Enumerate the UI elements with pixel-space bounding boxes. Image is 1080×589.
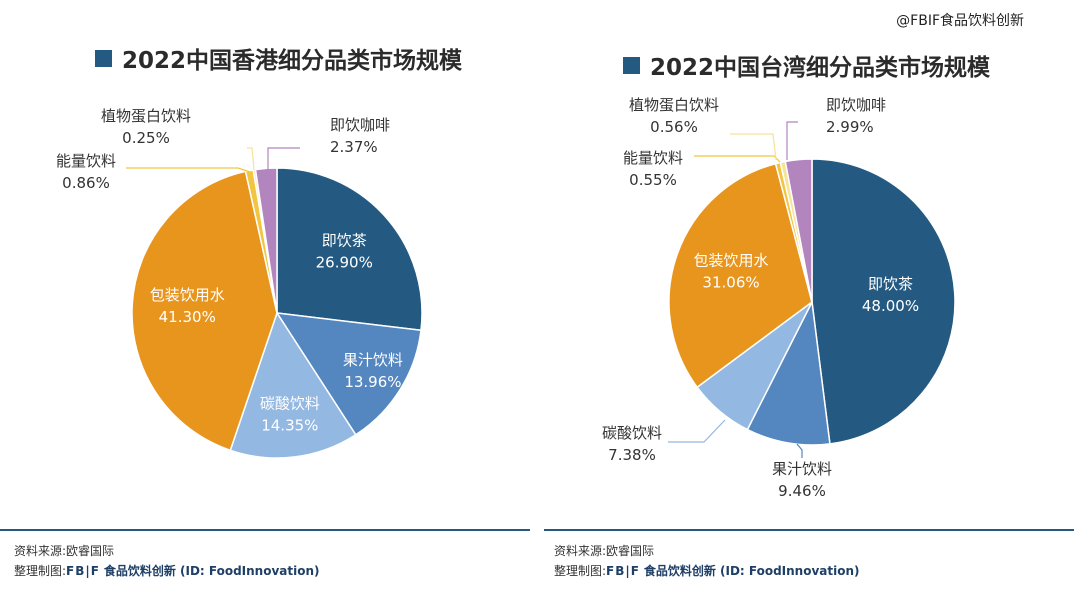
footer: 资料来源:欧睿国际 整理制图:FB|F 食品饮料创新 (ID: FoodInno… <box>554 541 860 581</box>
slice-value-juice: 9.46% <box>778 482 826 500</box>
chart-title: 2022中国台湾细分品类市场规模 <box>650 55 991 81</box>
title-square-icon <box>95 49 112 67</box>
slice-value-plant: 0.56% <box>650 118 698 136</box>
pie-slices <box>131 167 423 459</box>
slice-label-energy: 能量饮料 <box>623 149 683 167</box>
pie-slice-coffee <box>784 158 813 303</box>
slice-label-coffee: 即饮咖啡 <box>826 96 886 114</box>
pie-slice-tea <box>811 158 956 445</box>
leader-line-juice <box>796 443 803 458</box>
pie-slice-water <box>668 162 813 389</box>
leader-line-coffee <box>786 121 798 160</box>
slice-label-tea: 即饮茶 <box>322 231 367 249</box>
slice-label-soda: 碳酸饮料 <box>602 424 662 442</box>
slice-label-plant: 植物蛋白饮料 <box>101 107 191 125</box>
fbif-logo: FB|F <box>606 564 640 578</box>
chart-title-row: 2022中国香港细分品类市场规模 <box>95 41 462 75</box>
footer-credit: 整理制图:FB|F 食品饮料创新 (ID: FoodInnovation) <box>14 561 320 581</box>
slice-label-water: 包装饮用水 <box>150 286 225 304</box>
pie-labels: 即饮茶 26.90% 果汁饮料 13.96% 碳酸饮料 14.35% 包装饮用水 41.30%… <box>56 107 403 435</box>
slice-value-tea: 48.00% <box>862 297 919 315</box>
slice-value-plant: 0.25% <box>122 129 170 147</box>
slice-label-water: 包装饮用水 <box>694 252 769 270</box>
leader-line-plant <box>247 147 255 171</box>
pie-slice-water <box>131 170 278 452</box>
footer-made-prefix: 整理制图: <box>554 564 607 578</box>
title-square-icon <box>623 56 640 74</box>
footer-brand: 食品饮料创新 (ID: FoodInnovation) <box>643 564 860 578</box>
leader-line-coffee <box>267 147 300 172</box>
leader-line-energy <box>126 167 251 173</box>
footer: 资料来源:欧睿国际 整理制图:FB|F 食品饮料创新 (ID: FoodInno… <box>14 541 320 581</box>
slice-value-energy: 0.86% <box>62 174 110 192</box>
slice-value-juice: 13.96% <box>344 373 401 391</box>
footer-credit: 整理制图:FB|F 食品饮料创新 (ID: FoodInnovation) <box>554 561 860 581</box>
slice-value-soda: 14.35% <box>261 417 318 435</box>
pie-slices <box>668 158 956 446</box>
slice-value-energy: 0.55% <box>629 171 677 189</box>
slice-value-coffee: 2.99% <box>826 118 874 136</box>
pie-labels: 即饮茶 48.00% 果汁饮料 9.46% 碳酸饮料 7.38% 包装饮用水 31.06% 能量… <box>602 96 919 500</box>
slice-value-soda: 7.38% <box>608 446 656 464</box>
slice-label-coffee: 即饮咖啡 <box>330 116 390 134</box>
footer-divider <box>0 529 530 531</box>
chart-title-row: 2022中国台湾细分品类市场规模 <box>623 48 990 82</box>
slice-label-plant: 植物蛋白饮料 <box>629 96 719 114</box>
pie-slice-juice <box>275 312 422 436</box>
pie-chart-hong-kong: 即饮茶 26.90% 果汁饮料 13.96% 碳酸饮料 14.35% 包装饮用水 41.30%… <box>56 107 423 459</box>
pie-slice-juice <box>746 299 831 446</box>
footer-divider <box>544 529 1074 531</box>
leader-line-energy <box>694 155 781 163</box>
fbif-logo: FB|F <box>66 564 100 578</box>
slice-value-water: 31.06% <box>702 274 759 292</box>
footer-source: 资料来源:欧睿国际 <box>554 544 655 558</box>
slice-value-coffee: 2.37% <box>330 138 378 156</box>
chart-title: 2022中国香港细分品类市场规模 <box>122 48 463 74</box>
taiwan-panel: 2022中国台湾细分品类市场规模 即饮茶 48.00% 果汁饮料 9.46% 碳酸饮料 7… <box>540 0 1080 589</box>
footer-source: 资料来源:欧睿国际 <box>14 544 115 558</box>
slice-label-soda: 碳酸饮料 <box>260 395 320 413</box>
slice-value-water: 41.30% <box>159 308 216 326</box>
pie-slice-soda <box>229 311 357 459</box>
watermark-text: @FBIF食品饮料创新 <box>896 13 1024 29</box>
slice-label-juice: 果汁饮料 <box>772 460 832 478</box>
leader-line-plant <box>730 133 777 161</box>
slice-value-tea: 26.90% <box>316 253 373 271</box>
slice-label-tea: 即饮茶 <box>868 275 913 293</box>
pie-slice-tea <box>276 167 423 332</box>
footer-brand: 食品饮料创新 (ID: FoodInnovation) <box>103 564 320 578</box>
slice-label-juice: 果汁饮料 <box>343 351 403 369</box>
hong-kong-panel: 2022中国香港细分品类市场规模 即饮茶 26.90% 果汁饮料 13.96% 碳酸饮料… <box>0 41 530 581</box>
pie-slice-coffee <box>254 167 278 314</box>
pie-chart-taiwan: 即饮茶 48.00% 果汁饮料 9.46% 碳酸饮料 7.38% 包装饮用水 31.06% 能量… <box>602 96 956 500</box>
slice-label-energy: 能量饮料 <box>56 152 116 170</box>
leader-line-soda <box>668 419 726 443</box>
footer-made-prefix: 整理制图: <box>14 564 67 578</box>
